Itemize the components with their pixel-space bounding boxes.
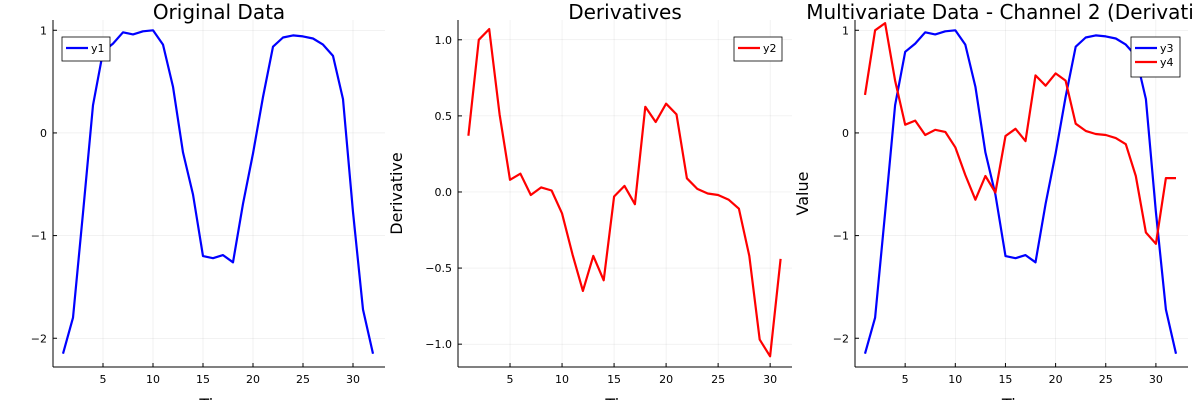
legend-label-y2: y2: [763, 42, 777, 55]
legend: y1: [61, 36, 111, 62]
x-tick-label: 15: [607, 373, 621, 386]
y-tick-label: 0: [40, 127, 47, 140]
x-tick-label: 15: [196, 373, 210, 386]
series-line-y3: [863, 29, 1178, 354]
y-tick-label: −1.0: [425, 338, 452, 351]
series-line-y1: [61, 29, 375, 354]
x-tick-label: 10: [948, 373, 962, 386]
y-tick-label: 0.5: [435, 110, 453, 123]
series-group: [61, 29, 375, 354]
x-tick-label: 25: [1099, 373, 1113, 386]
legend-label-y4: y4: [1160, 56, 1174, 69]
series-line-y2: [467, 28, 782, 358]
x-tick-label: 20: [1049, 373, 1063, 386]
y-tick-label: −0.5: [425, 262, 452, 275]
series-line-y4: [863, 22, 1176, 245]
legend-box: [1130, 36, 1181, 78]
x-tick-label: 25: [711, 373, 725, 386]
y-tick-label: 0.0: [435, 186, 453, 199]
x-axis-label: Time: [198, 395, 238, 400]
y-tick-label: 1.0: [435, 34, 453, 47]
y-tick-label: 1: [40, 24, 47, 37]
y-tick-label: −1: [31, 230, 47, 243]
y-tick-label: −2: [31, 332, 47, 345]
chart-title: Original Data: [153, 0, 285, 24]
x-axis-label: Time: [1001, 395, 1041, 400]
legend: y2: [733, 36, 783, 62]
x-tick-label: 5: [507, 373, 514, 386]
series-group: [467, 28, 782, 358]
x-tick-label: 10: [555, 373, 569, 386]
x-tick-label: 5: [100, 373, 107, 386]
y-tick-label: −2: [833, 332, 849, 345]
chart-title: Derivatives: [568, 0, 682, 24]
x-tick-label: 30: [1149, 373, 1163, 386]
x-tick-label: 30: [346, 373, 360, 386]
legend-label-y3: y3: [1160, 42, 1174, 55]
x-tick-label: 5: [902, 373, 909, 386]
x-axis-label: Time: [604, 395, 644, 400]
subplot-2: 5 10 15 20 25 30 −1.0 −0.5 0.0 0.5 1.0 Derivatives T…: [387, 0, 792, 400]
subplot-1: 5 10 15 20 25 30 −2 −1 0 1 Original Data Time y1: [31, 0, 385, 400]
x-tick-label: 15: [998, 373, 1012, 386]
x-tick-label: 10: [146, 373, 160, 386]
y-tick-label: 1: [842, 24, 849, 37]
y-axis-label: Value: [793, 172, 812, 216]
x-tick-label: 20: [659, 373, 673, 386]
y-axis-label: Derivative: [387, 152, 406, 235]
x-tick-label: 30: [763, 373, 777, 386]
chart-title: Multivariate Data - Channel 2 (Derivati: [806, 0, 1194, 24]
series-group: [863, 22, 1178, 354]
x-tick-label: 25: [296, 373, 310, 386]
x-tick-label: 20: [246, 373, 260, 386]
y-tick-label: 0: [842, 127, 849, 140]
y-tick-label: −1: [833, 230, 849, 243]
legend-label-y1: y1: [91, 42, 105, 55]
